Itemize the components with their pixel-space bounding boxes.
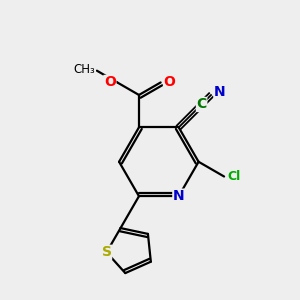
Text: S: S <box>102 245 112 259</box>
Text: CH₃: CH₃ <box>74 63 95 76</box>
Text: O: O <box>104 76 116 89</box>
Text: C: C <box>196 98 207 112</box>
Text: N: N <box>173 189 184 203</box>
Text: O: O <box>164 76 175 89</box>
Text: N: N <box>214 85 226 99</box>
Text: Cl: Cl <box>227 170 240 183</box>
